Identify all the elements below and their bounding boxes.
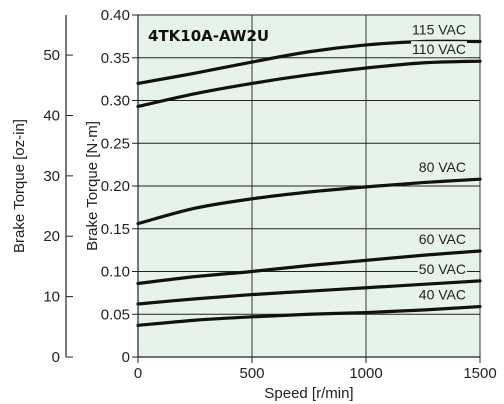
y2-tick-label: 0: [52, 349, 60, 366]
y-tick-label: 0: [122, 349, 130, 366]
y-tick-label: 0.05: [101, 306, 130, 323]
y-tick-label: 0.20: [101, 178, 130, 195]
y2-tick-label: 40: [43, 107, 60, 124]
chart-title: 4TK10A-AW2U: [148, 27, 269, 45]
series-line: [136, 177, 482, 226]
series-label: 60 VAC: [419, 231, 466, 247]
series-lines: [136, 39, 482, 327]
series-label-background: [417, 159, 467, 176]
x-tick-label: 500: [239, 365, 264, 382]
series-label: 110 VAC: [412, 41, 466, 57]
y2-tick-label: 30: [43, 168, 60, 185]
series-line: [136, 279, 482, 306]
y-tick-label: 0.30: [101, 93, 130, 110]
y-tick-label: 0.10: [101, 264, 130, 281]
series-label-background: [411, 41, 467, 58]
series-label: 115 VAC: [412, 22, 466, 38]
series-line: [136, 59, 482, 109]
series-label: 50 VAC: [419, 261, 466, 277]
axes: [65, 14, 481, 363]
y-tick-label: 0.25: [101, 135, 130, 152]
y2-tick-label: 20: [43, 228, 60, 245]
series-labels: 115 VAC 110 VAC 80 VAC 60 VAC 50 VAC 40 VAC: [411, 21, 467, 303]
y2-tick-label: 50: [43, 47, 60, 64]
tick-labels: 00.050.100.150.200.250.300.350.400 500 100…: [43, 7, 496, 382]
series-label-background: [417, 260, 467, 277]
y-tick-label: 0.35: [101, 50, 130, 67]
series-line: [136, 249, 482, 286]
y2-tick-label: 10: [43, 289, 60, 306]
x-tick-label: 1500: [463, 365, 496, 382]
series-label: 40 VAC: [419, 287, 466, 303]
y2-axis-title: Brake Torque [oz-in]: [11, 119, 28, 253]
y-tick-label: 0.40: [101, 7, 130, 24]
x-tick-label: 1000: [349, 365, 382, 382]
y-axis-title: Brake Torque [N·m]: [84, 121, 101, 251]
y-tick-label: 0.15: [101, 221, 130, 238]
series-label: 80 VAC: [419, 159, 466, 175]
series-label-background: [417, 286, 467, 303]
series-line: [136, 304, 482, 327]
series-label-background: [417, 230, 467, 247]
series-label-background: [411, 21, 467, 38]
x-tick-label: 0: [134, 365, 142, 382]
x-axis-title: Speed [r/min]: [264, 385, 353, 402]
